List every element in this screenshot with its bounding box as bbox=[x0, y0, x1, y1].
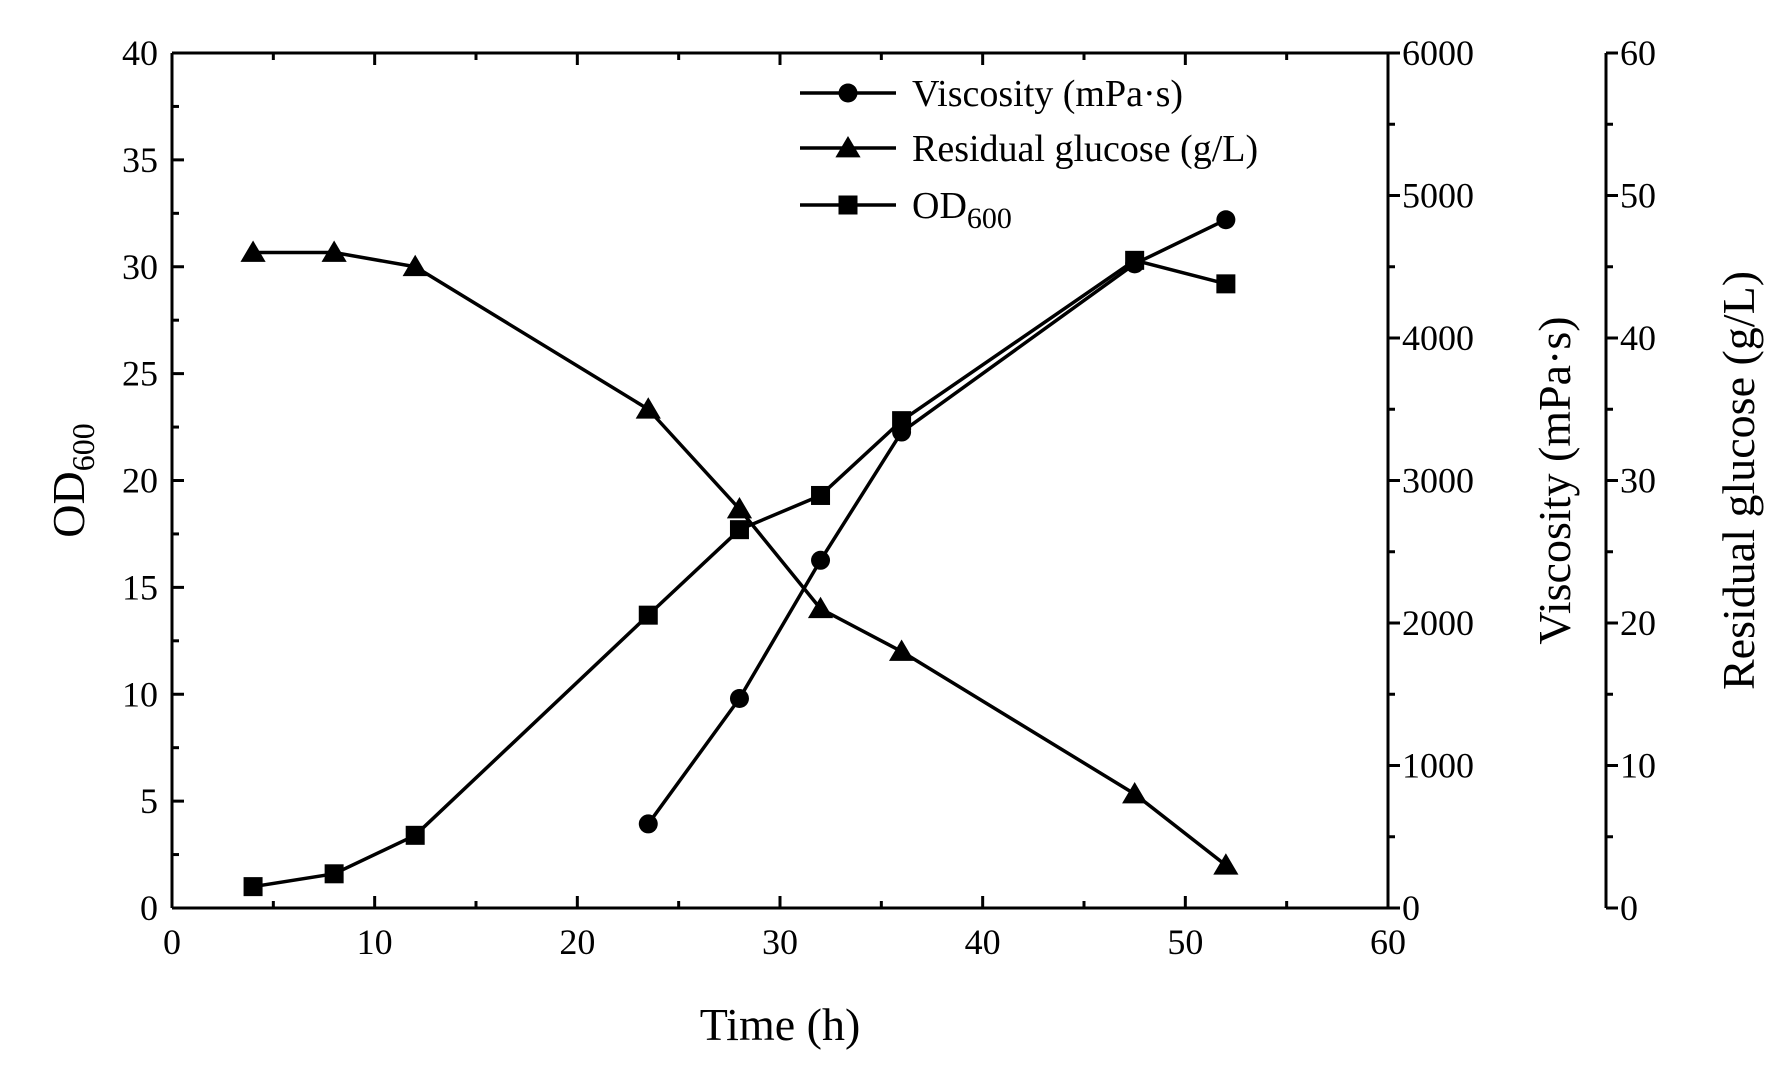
legend-viscosity-label: Viscosity (mPa·s) bbox=[912, 73, 1183, 115]
od600-point bbox=[1216, 274, 1236, 294]
od600-point bbox=[729, 520, 749, 540]
left-tick-label: 25 bbox=[122, 354, 158, 394]
od600-point bbox=[811, 485, 831, 505]
viscosity-tick-label: 0 bbox=[1402, 888, 1420, 928]
left-tick-label: 35 bbox=[122, 140, 158, 180]
glucose-point bbox=[1213, 853, 1239, 875]
x-tick-label: 30 bbox=[762, 922, 798, 962]
od600-point bbox=[638, 605, 658, 625]
glucose-axis-title: Residual glucose (g/L) bbox=[1713, 271, 1764, 690]
viscosity-tick-label: 6000 bbox=[1402, 33, 1474, 73]
legend-od600-label-sub: 600 bbox=[967, 202, 1012, 235]
legend-glucose-label-main: Residual glucose (g/L) bbox=[912, 128, 1258, 170]
glucose-point bbox=[240, 240, 266, 262]
glucose-point bbox=[635, 397, 661, 419]
legend-glucose-label: Residual glucose (g/L) bbox=[912, 128, 1258, 170]
legend-glucose-marker bbox=[835, 136, 861, 158]
glucose-series-line bbox=[253, 250, 1227, 867]
viscosity-point bbox=[1216, 210, 1236, 230]
od600-series-line bbox=[252, 258, 1227, 889]
glucose-point bbox=[807, 596, 834, 619]
od600-point bbox=[1125, 250, 1145, 270]
series-layer bbox=[240, 210, 1239, 897]
x-tick-label: 50 bbox=[1167, 922, 1203, 962]
viscosity-tick-label: 1000 bbox=[1402, 746, 1474, 786]
viscosity-point bbox=[811, 550, 831, 570]
left-tick-label: 20 bbox=[122, 461, 158, 501]
x-tick-label: 0 bbox=[163, 922, 181, 962]
viscosity-series-line bbox=[646, 218, 1227, 825]
left-axis-title-sub: 600 bbox=[65, 423, 101, 471]
x-tick-label: 10 bbox=[357, 922, 393, 962]
viscosity-point bbox=[638, 814, 658, 834]
left-tick-label: 0 bbox=[140, 888, 158, 928]
left-axis-title-main: OD bbox=[43, 471, 94, 537]
legend-viscosity-marker bbox=[838, 83, 858, 103]
glucose-tick-label: 0 bbox=[1620, 888, 1638, 928]
glucose-tick-label: 30 bbox=[1620, 461, 1656, 501]
left-tick-label: 5 bbox=[140, 781, 158, 821]
left-tick-label: 30 bbox=[122, 247, 158, 287]
od600-point bbox=[243, 877, 263, 897]
x-tick-label: 20 bbox=[559, 922, 595, 962]
viscosity-tick-label: 5000 bbox=[1402, 176, 1474, 216]
x-tick-label: 40 bbox=[965, 922, 1001, 962]
glucose-tick-label: 20 bbox=[1620, 603, 1656, 643]
left-tick-label: 10 bbox=[122, 674, 158, 714]
glucose-tick-label: 10 bbox=[1620, 746, 1656, 786]
viscosity-tick-label: 3000 bbox=[1402, 461, 1474, 501]
glucose-point bbox=[889, 639, 915, 661]
viscosity-tick-label: 2000 bbox=[1402, 603, 1474, 643]
od600-point bbox=[892, 411, 912, 431]
glucose-point bbox=[1122, 782, 1148, 804]
glucose-point bbox=[726, 497, 753, 519]
legend: Viscosity (mPa·s) Residual glucose (g/L) O… bbox=[800, 73, 1258, 235]
x-tick-label: 60 bbox=[1370, 922, 1406, 962]
left-axis-title: OD600 bbox=[43, 423, 101, 537]
glucose-tick-label: 50 bbox=[1620, 176, 1656, 216]
glucose-point bbox=[321, 240, 347, 262]
glucose-tick-label: 60 bbox=[1620, 33, 1656, 73]
glucose-tick-label: 40 bbox=[1620, 318, 1656, 358]
legend-od600-label: OD600 bbox=[912, 185, 1012, 235]
legend-od600-marker bbox=[838, 195, 858, 215]
glucose-point bbox=[402, 254, 428, 277]
legend-od600-label-main: OD bbox=[912, 185, 967, 227]
od600-point bbox=[405, 825, 425, 845]
viscosity-axis-title: Viscosity (mPa·s) bbox=[1529, 316, 1580, 644]
left-tick-label: 15 bbox=[122, 567, 158, 607]
x-axis-title: Time (h) bbox=[700, 999, 861, 1050]
viscosity-point bbox=[729, 689, 749, 709]
od600-point bbox=[324, 864, 344, 884]
left-tick-label: 40 bbox=[122, 33, 158, 73]
viscosity-tick-label: 4000 bbox=[1402, 318, 1474, 358]
legend-viscosity-label-main: Viscosity (mPa·s) bbox=[912, 73, 1183, 115]
